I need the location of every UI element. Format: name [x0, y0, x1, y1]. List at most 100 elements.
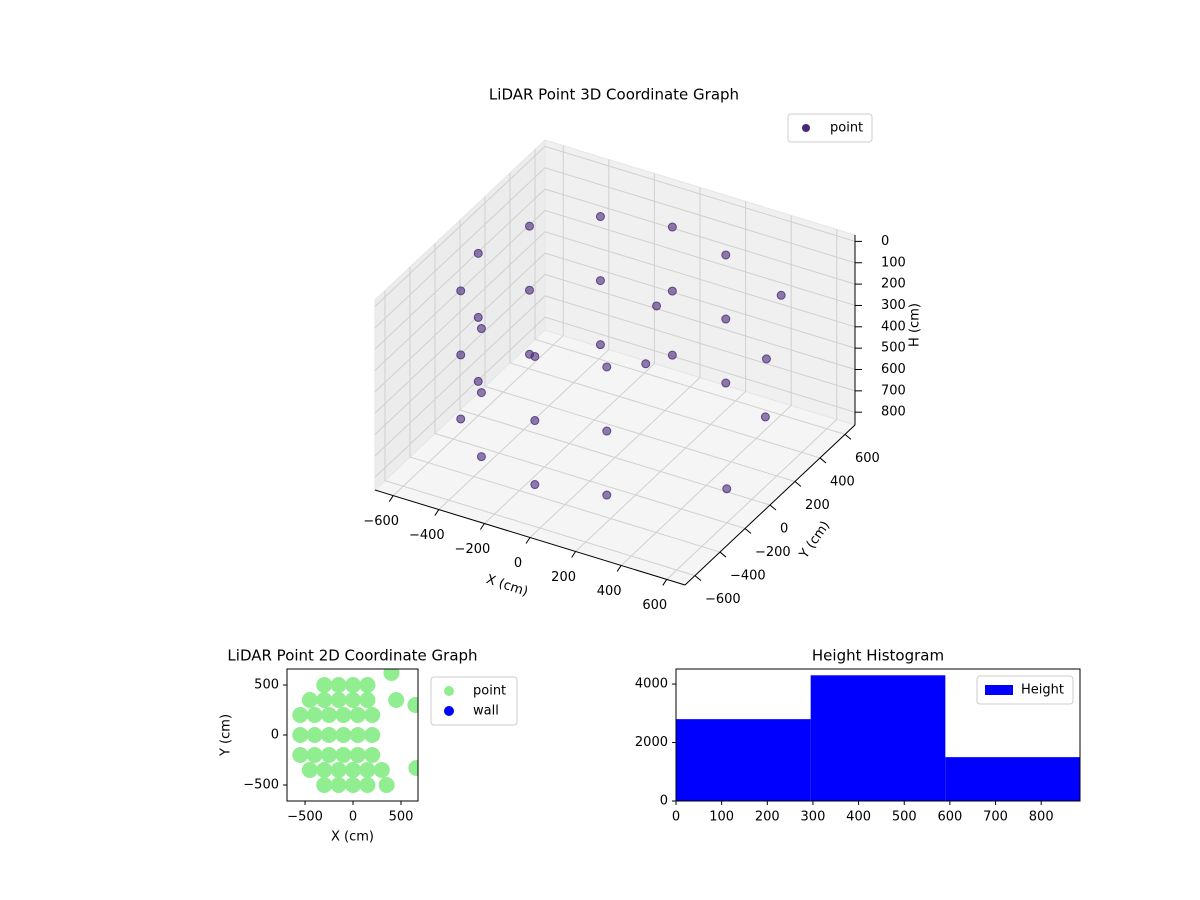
point	[641, 359, 651, 369]
y-tick-label: 200	[805, 498, 830, 513]
z-tick-label: 300	[881, 298, 906, 313]
grid-line	[620, 215, 792, 566]
point	[345, 692, 362, 708]
y-tick-label: 0	[271, 728, 279, 743]
chart-title: Height Histogram	[812, 647, 944, 665]
z-tick-label: 600	[881, 362, 906, 377]
point	[407, 697, 418, 713]
y-axis-line	[684, 424, 856, 586]
point	[345, 762, 362, 778]
legend-label: Height	[1021, 683, 1064, 698]
point	[476, 388, 486, 398]
point	[349, 747, 366, 763]
tick-mark	[388, 495, 394, 502]
point	[364, 707, 381, 723]
point	[349, 707, 366, 723]
z-tick-label: 400	[881, 319, 906, 334]
point	[388, 692, 405, 708]
point	[408, 760, 418, 776]
x-tick-label: 700	[983, 810, 1008, 825]
point	[349, 727, 366, 743]
legend: point wall	[430, 676, 518, 726]
x-tick-label: −400	[409, 528, 445, 543]
z-tick-label: 700	[881, 383, 906, 398]
tick-mark	[744, 528, 752, 534]
z-tick-label: 100	[881, 255, 906, 270]
tick-mark	[662, 579, 668, 586]
grid-line	[374, 188, 856, 350]
point	[316, 762, 333, 778]
point	[595, 340, 605, 350]
bar	[945, 757, 1080, 801]
point	[456, 350, 466, 360]
tick-mark	[694, 575, 702, 581]
point	[359, 777, 376, 793]
legend: Height	[976, 675, 1074, 705]
point	[473, 312, 483, 322]
point	[345, 777, 362, 793]
plot-area	[292, 669, 418, 793]
y-axis-title: Y (cm)	[219, 714, 234, 757]
point	[383, 669, 400, 681]
x-tick-label: 600	[642, 598, 667, 613]
point	[524, 349, 534, 359]
x-tick-label: 0	[349, 810, 357, 825]
point	[359, 692, 376, 708]
x-axis-title: X (cm)	[484, 572, 530, 600]
point	[721, 378, 731, 388]
tick-mark	[719, 551, 727, 558]
grid-line	[575, 201, 747, 552]
x-tick-label: 600	[937, 810, 962, 825]
grid-line	[529, 187, 701, 538]
z-tick-label: 800	[881, 405, 906, 420]
z-axis-title: H (cm)	[908, 303, 923, 347]
point	[330, 762, 347, 778]
point	[330, 777, 347, 793]
x-axis-title: X (cm)	[331, 830, 374, 845]
point	[345, 677, 362, 693]
y-tick-label: 0	[660, 794, 668, 809]
grid-line	[438, 159, 610, 510]
grid-line	[384, 290, 696, 577]
point	[301, 692, 318, 708]
z-tick-label: 0	[881, 234, 889, 249]
y-tick-label: 600	[855, 451, 880, 466]
point	[373, 762, 390, 778]
point	[321, 747, 338, 763]
point	[335, 707, 352, 723]
point	[652, 301, 662, 311]
grid-line	[434, 243, 746, 530]
chart-title: LiDAR Point 2D Coordinate Graph	[227, 647, 477, 665]
legend-label: wall	[473, 704, 499, 719]
point	[721, 250, 731, 260]
x-tick-label: 200	[551, 570, 576, 585]
point	[364, 727, 381, 743]
bar	[810, 675, 946, 801]
point	[316, 777, 333, 793]
y-tick-label: −600	[705, 592, 741, 607]
point	[476, 452, 486, 462]
y-tick-label: 500	[254, 678, 279, 693]
point	[330, 692, 347, 708]
x-tick-label: 400	[597, 584, 622, 599]
grid-line	[409, 267, 721, 553]
grid-line	[374, 295, 856, 457]
legend: point	[787, 113, 873, 143]
point	[776, 290, 786, 300]
legend-label: point	[473, 684, 506, 699]
tick-mark	[794, 481, 802, 487]
point	[595, 212, 605, 222]
grid-line	[374, 252, 856, 414]
point	[761, 354, 771, 364]
point	[667, 222, 677, 232]
grid-line	[459, 220, 771, 506]
legend-marker	[802, 124, 810, 132]
point	[473, 248, 483, 258]
grid-line	[666, 229, 838, 580]
point	[524, 285, 534, 295]
legend-marker	[444, 686, 454, 696]
x-tick-label: 0	[514, 556, 522, 571]
y-tick-label: 400	[830, 474, 855, 489]
point	[378, 777, 395, 793]
